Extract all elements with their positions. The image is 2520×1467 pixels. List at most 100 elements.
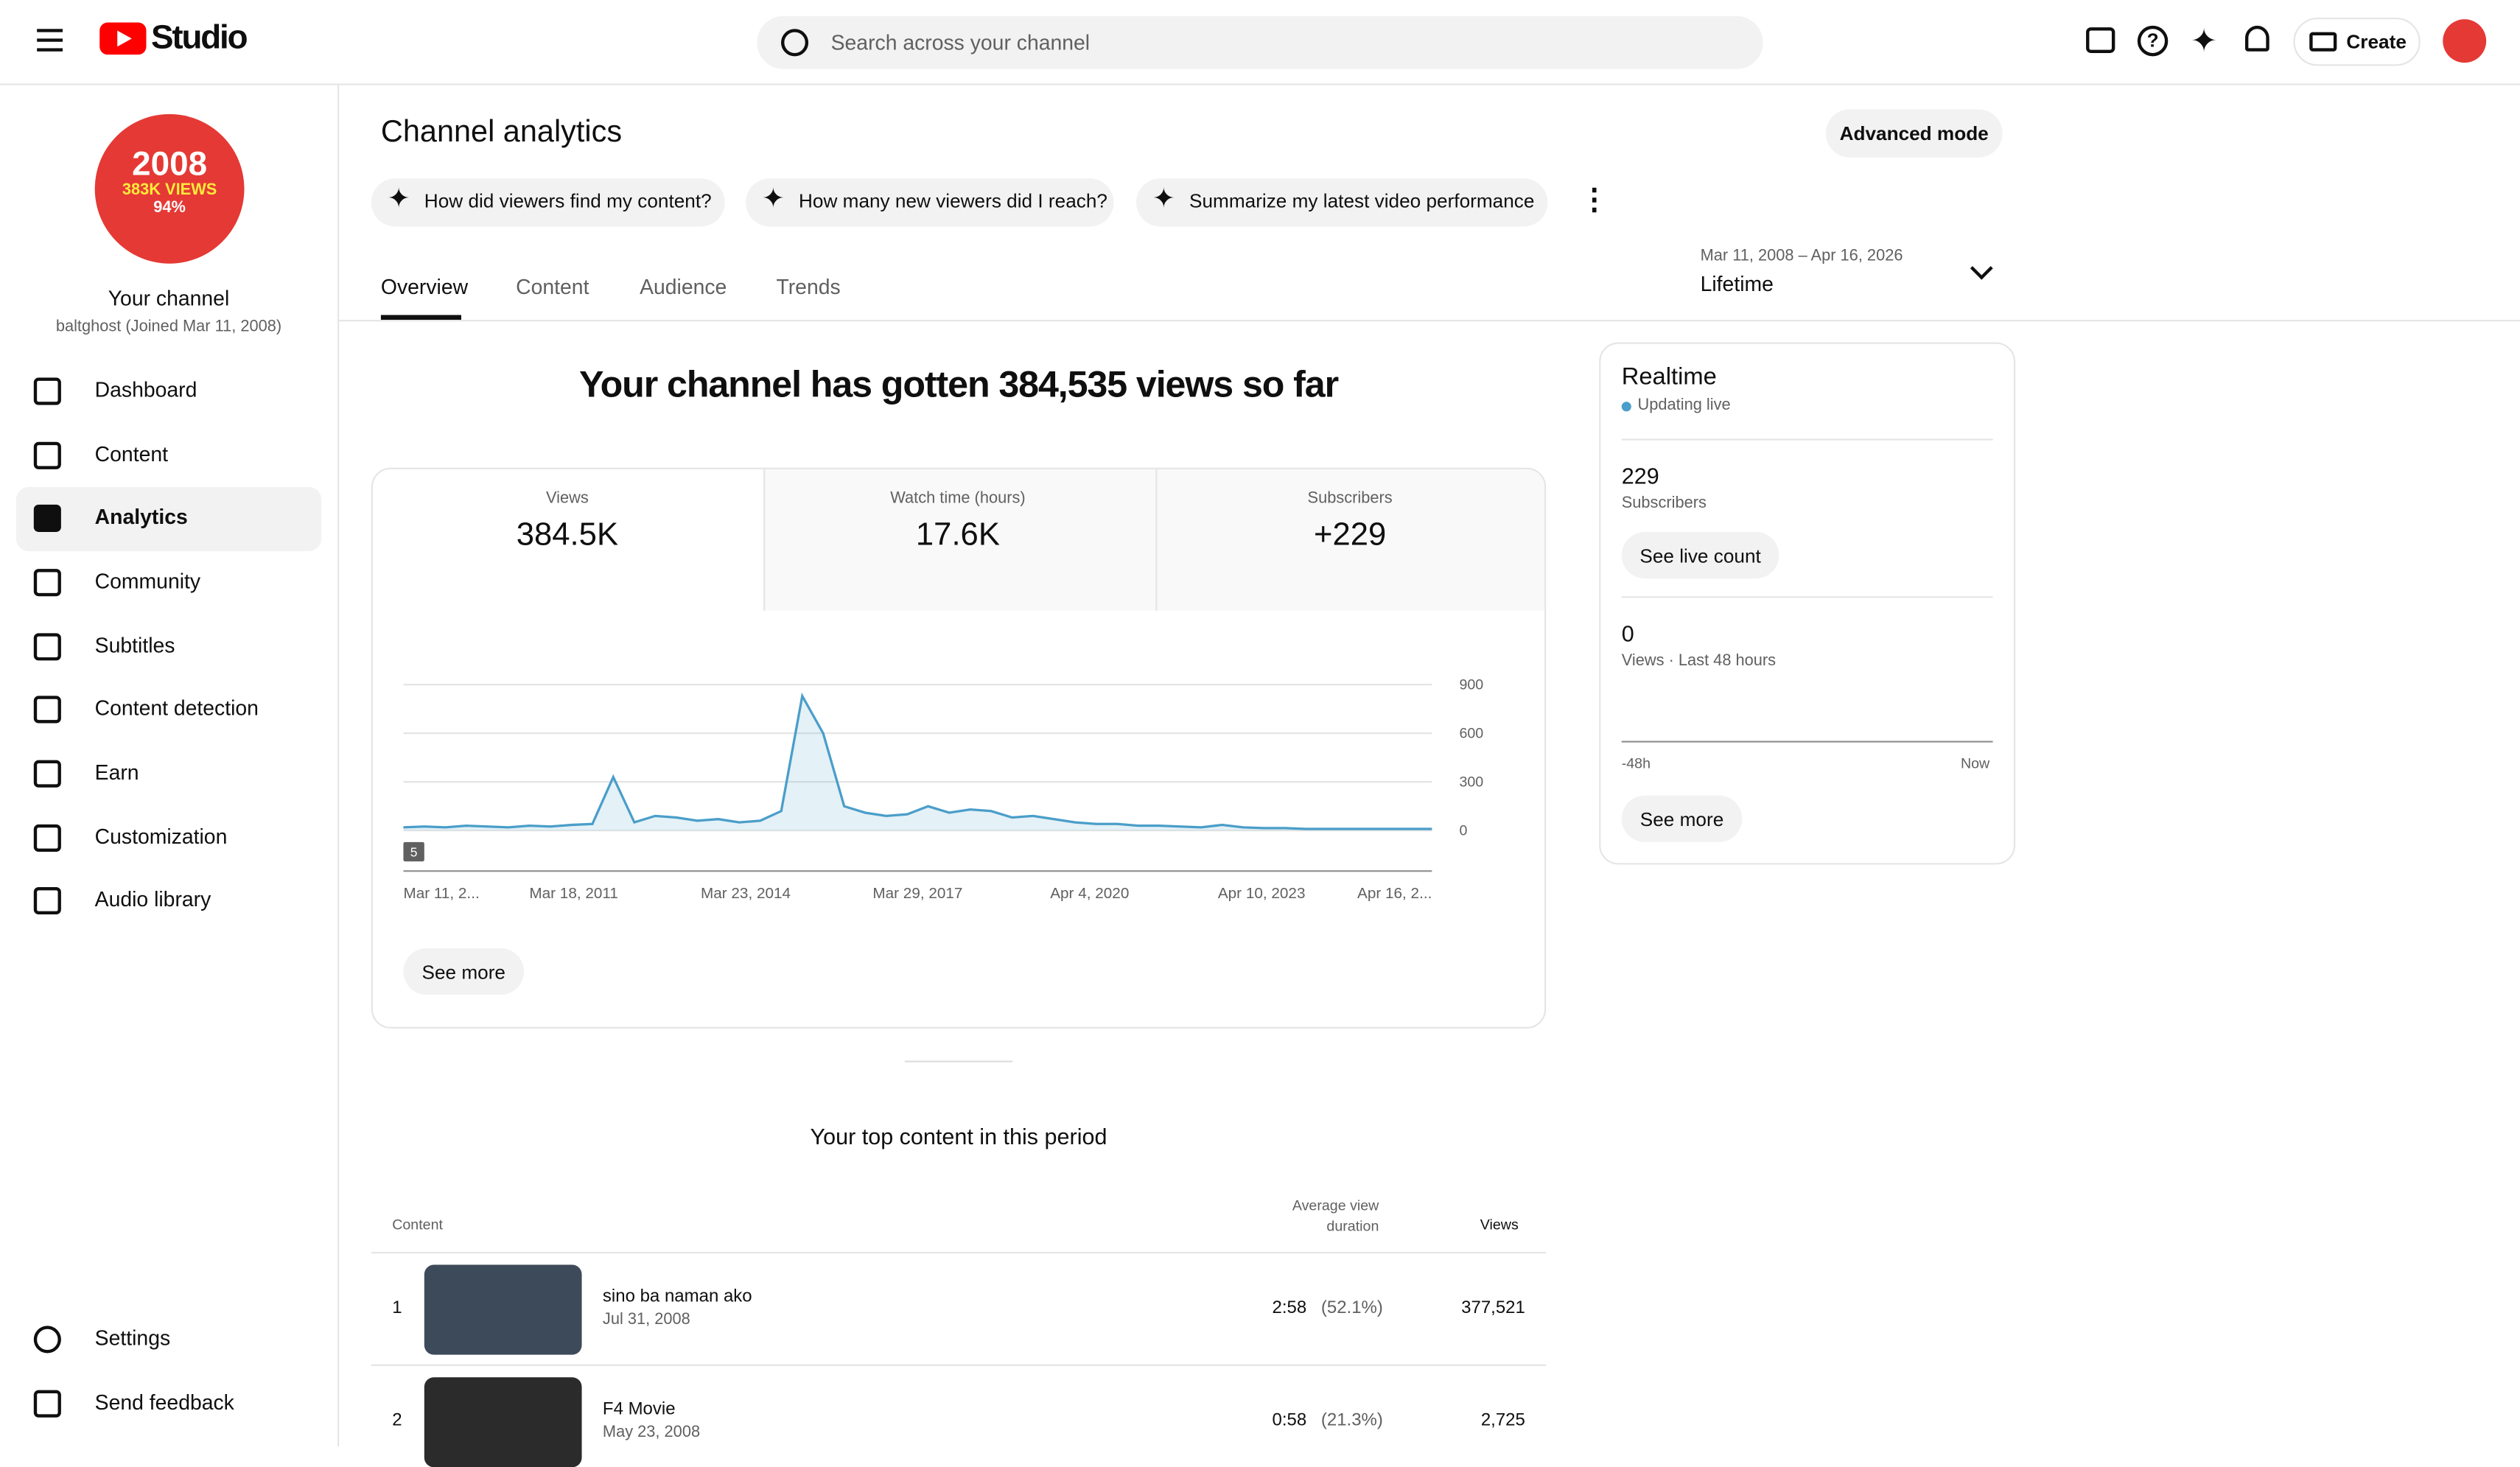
period[interactable]: Lifetime — [1700, 271, 1774, 296]
prompt-chip[interactable] — [371, 178, 725, 227]
avatar-text: 2008 — [132, 146, 208, 183]
column-header: Views — [1480, 1216, 1519, 1233]
line — [403, 692, 1432, 830]
see-more-button[interactable]: See more — [403, 948, 525, 995]
x-tick-label: Mar 23, 2014 — [701, 885, 791, 902]
tab[interactable]: Trends — [776, 274, 841, 299]
nav-item[interactable]: Customization — [94, 824, 228, 849]
views: 377,521 — [1461, 1298, 1525, 1318]
create-button[interactable]: Create — [2293, 17, 2421, 66]
feedback-icon[interactable] — [2086, 27, 2115, 53]
nav-item[interactable]: Content detection — [94, 696, 259, 721]
nav-item[interactable]: Analytics — [94, 504, 188, 529]
notifications-icon[interactable] — [2244, 25, 2269, 52]
x-tick-label: Apr 4, 2020 — [1050, 885, 1129, 902]
tab[interactable]: Audience — [640, 274, 727, 299]
prompt-icon: ✦ — [1152, 183, 1175, 214]
nav-item[interactable]: Earn — [94, 760, 139, 785]
ai-icon[interactable]: ✦ — [2190, 24, 2218, 60]
nav-item[interactable]: Send feedback — [94, 1390, 234, 1415]
live-count-button[interactable]: See live count — [1621, 531, 1779, 579]
nav-icon[interactable] — [33, 886, 61, 915]
nav-item[interactable]: Audio library — [94, 886, 211, 911]
tab[interactable]: Content — [516, 274, 589, 299]
nav-item[interactable]: Subtitles — [94, 633, 175, 658]
nav-icon[interactable] — [33, 696, 61, 724]
nav-icon[interactable] — [33, 377, 61, 405]
see-more-button[interactable]: See more — [1621, 795, 1743, 842]
metric-value[interactable]: 384.5K — [516, 517, 619, 553]
tab-divider — [339, 320, 2520, 322]
views-label: Views · Last 48 hours — [1621, 652, 1777, 671]
help-icon[interactable]: ? — [2137, 25, 2169, 57]
more-button[interactable]: ⋮ — [1580, 183, 1609, 216]
views: 2,725 — [1480, 1411, 1525, 1431]
nav-item[interactable]: Community — [94, 569, 201, 593]
video-title[interactable]: sino ba naman ako — [602, 1287, 752, 1307]
thumbnail[interactable] — [424, 1264, 582, 1355]
nav-icon[interactable] — [33, 760, 61, 788]
axis-label: -48h — [1621, 755, 1651, 771]
nav-icon[interactable] — [33, 633, 61, 661]
video-date: May 23, 2008 — [602, 1424, 701, 1442]
subs-label: Subscribers — [1621, 494, 1707, 513]
channel-title: Your channel — [108, 286, 230, 310]
rank: 2 — [392, 1411, 402, 1431]
search-icon — [781, 29, 809, 57]
avatar-text: 94% — [153, 199, 186, 217]
realtime-title: Realtime — [1621, 363, 1717, 391]
tab-indicator — [380, 315, 461, 321]
nav-item[interactable]: Dashboard — [94, 377, 197, 402]
metric-tab-bg — [763, 469, 1545, 611]
video-title[interactable]: F4 Movie — [602, 1399, 676, 1419]
headline: Your channel has gotten 384,535 views so… — [578, 363, 1339, 405]
live-dot — [1621, 402, 1631, 412]
advanced-mode-button[interactable]: Advanced mode — [1825, 109, 2003, 158]
metric-label: Subscribers — [1307, 490, 1393, 508]
metric-divider — [1155, 469, 1158, 611]
x-tick-label: Mar 18, 2011 — [529, 885, 618, 902]
channel-avatar[interactable]: 2008 383K VIEWS 94% — [94, 113, 245, 264]
column-header: Average view duration — [1292, 1197, 1379, 1235]
row-divider — [371, 1364, 1547, 1366]
realtime-axis — [1621, 740, 1993, 743]
duration: 2:58 — [1272, 1298, 1307, 1318]
column-header: Content — [392, 1216, 443, 1233]
nav-icon[interactable] — [33, 824, 61, 852]
prompt-chip[interactable] — [746, 178, 1114, 227]
metric-value[interactable]: 17.6K — [915, 517, 1000, 553]
x-tick-label: Mar 29, 2017 — [872, 885, 962, 902]
y-tick-label: 600 — [1459, 726, 1483, 742]
date-range: Mar 11, 2008 – Apr 16, 2026 — [1700, 247, 1903, 265]
search-box[interactable]: Search across your channel — [757, 15, 1763, 69]
sidebar-divider — [337, 85, 340, 1446]
row-divider — [371, 1252, 1547, 1254]
y-tick-label: 900 — [1459, 677, 1483, 693]
prompt-label[interactable]: How many new viewers did I reach? — [799, 189, 1107, 212]
logo[interactable] — [99, 22, 147, 55]
nav-icon[interactable] — [33, 1326, 61, 1354]
metric-value[interactable]: +229 — [1313, 517, 1387, 553]
prompt-icon: ✦ — [761, 183, 785, 214]
x-tick-label: Apr 16, 2... — [1357, 885, 1432, 902]
prompt-label[interactable]: Summarize my latest video performance — [1189, 189, 1535, 212]
top-bar — [0, 0, 2520, 85]
nav-icon[interactable] — [33, 441, 61, 469]
tab[interactable]: Overview — [380, 274, 469, 299]
metric-label: Views — [546, 490, 589, 508]
percent: (21.3%) — [1320, 1411, 1383, 1431]
nav-icon[interactable] — [33, 504, 61, 532]
nav-item[interactable]: Content — [94, 441, 169, 466]
nav-item[interactable]: Settings — [94, 1326, 171, 1351]
account-avatar[interactable] — [2443, 19, 2487, 63]
top-content-title: Your top content in this period — [810, 1123, 1107, 1149]
avatar-text: 383K VIEWS — [122, 181, 217, 200]
menu-button[interactable] — [37, 29, 63, 52]
prompt-chip[interactable] — [1136, 178, 1548, 227]
nav-icon[interactable] — [33, 569, 61, 597]
nav-icon[interactable] — [33, 1390, 61, 1418]
prompt-label[interactable]: How did viewers find my content? — [424, 189, 712, 212]
channel-subtitle: baltghost (Joined Mar 11, 2008) — [55, 318, 282, 336]
